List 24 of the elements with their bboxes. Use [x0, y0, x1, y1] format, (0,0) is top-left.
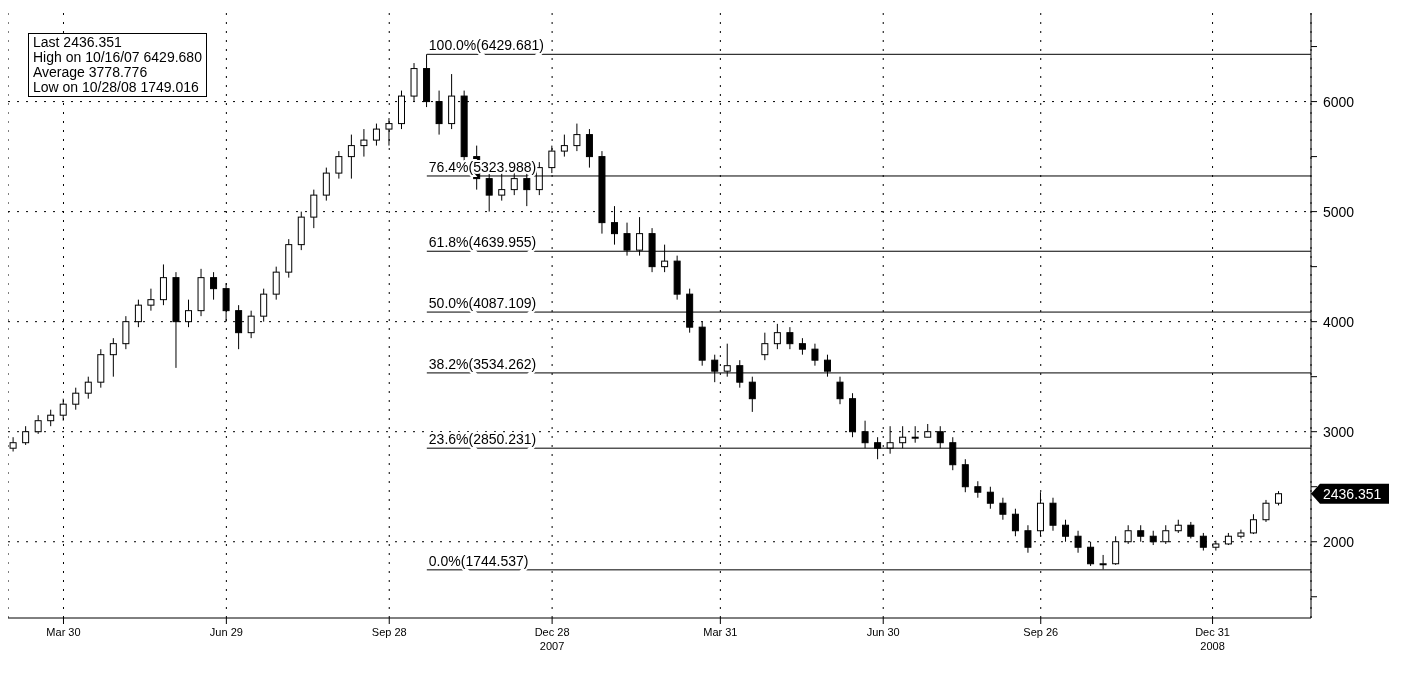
x-tick-label: Dec 28 2007 — [534, 626, 570, 652]
ref-line-label: 0.0%(1744.537) — [428, 552, 529, 569]
annotation: Last 2436.351 — [33, 34, 123, 50]
x-tick-label: Sep 26 — [1023, 626, 1059, 638]
annotation: Average 3778.776 — [33, 64, 149, 80]
ref-line-label: 23.6%(2850.231) — [428, 431, 537, 448]
y-tick-label: 3000 — [1323, 423, 1355, 440]
x-tick-label: Jun 30 — [866, 626, 900, 638]
y-tick-label: 4000 — [1323, 313, 1355, 330]
x-tick-label: Mar 31 — [703, 626, 738, 638]
x-tick-label: Jun 29 — [209, 626, 243, 638]
y-tick-label: 5000 — [1323, 203, 1355, 220]
y-tick-label: 2000 — [1323, 533, 1355, 550]
x-tick-label: Dec 31 2008 — [1195, 626, 1230, 652]
x-tick-label: Sep 28 — [371, 626, 407, 638]
y-tick-label: 2436.351 — [1323, 485, 1382, 502]
annotation: Low on 10/28/08 1749.016 — [33, 79, 200, 95]
annotation: High on 10/16/07 6429.680 — [33, 49, 202, 65]
ref-line-label: 38.2%(3534.262) — [428, 355, 537, 372]
x-tick-label: Mar 30 — [46, 626, 81, 638]
y-tick-label: 6000 — [1323, 93, 1355, 110]
ref-line-label: 50.0%(4087.109) — [428, 295, 537, 312]
ref-line-label: 100.0%(6429.681) — [428, 37, 545, 54]
ref-line-label: 61.8%(4639.955) — [428, 234, 537, 251]
